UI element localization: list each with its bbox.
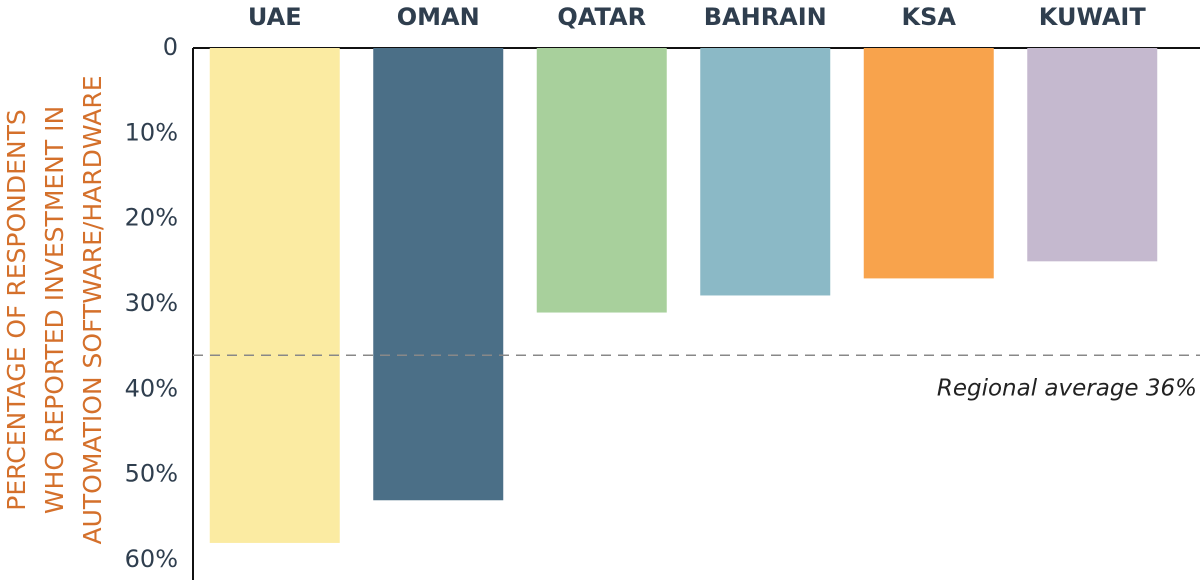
y-axis-title-line: PERCENTAGE OF RESPONDENTS	[2, 109, 31, 510]
y-tick-label: 10%	[125, 118, 178, 146]
x-tick-label: UAE	[248, 3, 302, 31]
x-tick-label: BAHRAIN	[704, 3, 827, 31]
bar	[1027, 48, 1158, 262]
y-tick-label: 40%	[125, 374, 178, 402]
y-axis-title-line: WHO REPORTED INVESTMENT IN	[40, 106, 69, 514]
y-axis-title: PERCENTAGE OF RESPONDENTS WHO REPORTED IN…	[2, 76, 107, 545]
x-tick-label: KUWAIT	[1039, 3, 1147, 31]
bar	[700, 48, 831, 296]
bar	[863, 48, 994, 279]
y-tick-label: 20%	[125, 204, 178, 232]
x-tick-label: KSA	[902, 3, 957, 31]
x-tick-label: QATAR	[557, 3, 646, 31]
bar	[373, 48, 504, 501]
bar	[209, 48, 340, 543]
x-tick-label: OMAN	[397, 3, 480, 31]
y-tick-label: 50%	[125, 460, 178, 488]
y-tick-label: 60%	[125, 545, 178, 573]
y-tick-label: 0	[163, 33, 178, 61]
y-tick-label: 30%	[125, 289, 178, 317]
reference-label: Regional average 36%	[937, 376, 1197, 402]
bar	[536, 48, 667, 313]
y-axis-title-line: AUTOMATION SOFTWARE/HARDWARE	[78, 76, 107, 545]
